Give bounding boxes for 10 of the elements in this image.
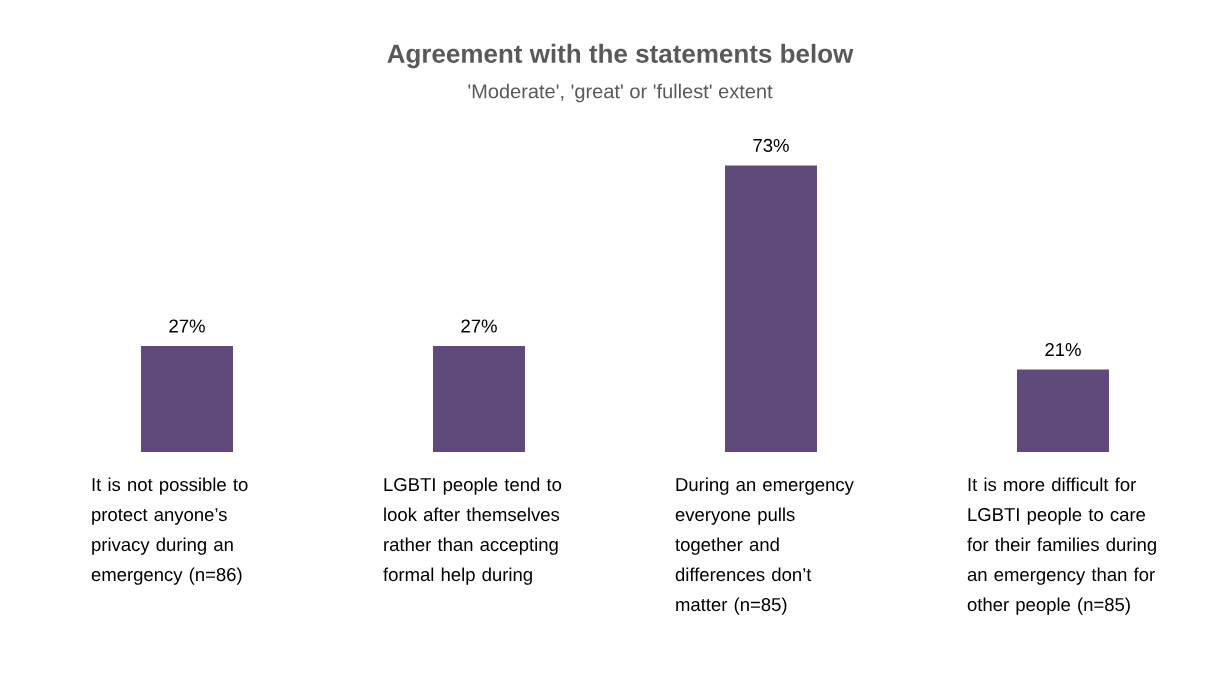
x-tick-label: During an emergency everyone pulls together and differences don’t matter (n=85) [675,477,854,615]
data-label: 27% [461,319,497,333]
chart-subtitle: 'Moderate', 'great' or 'fullest' extent [468,83,773,103]
data-label: 27% [169,319,205,333]
chart-title: Agreement with the statements below [387,43,854,69]
x-tick-label: LGBTI people tend to look after themselves rather than accepting formal help during [383,477,562,585]
data-label: 73% [753,138,789,152]
data-label: 21% [1045,343,1081,357]
x-tick-label: It is more difficult for LGBTI people to care for their families during an emergency than for other people (n=85) [967,477,1156,615]
x-tick-label: It is not possible to protect anyone’s privacy during an emergency (n=86) [91,477,248,585]
